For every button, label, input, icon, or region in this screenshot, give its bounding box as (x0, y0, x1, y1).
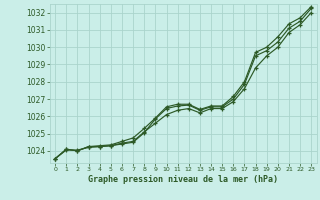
X-axis label: Graphe pression niveau de la mer (hPa): Graphe pression niveau de la mer (hPa) (88, 175, 278, 184)
